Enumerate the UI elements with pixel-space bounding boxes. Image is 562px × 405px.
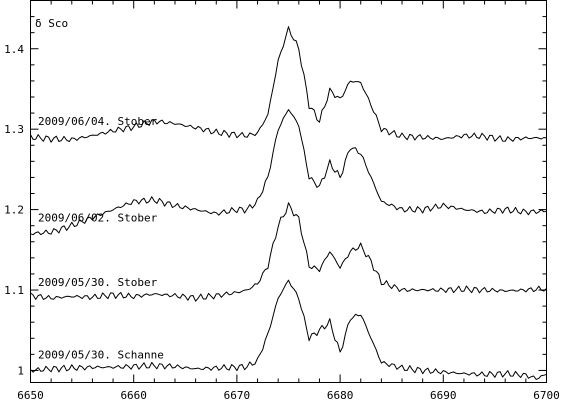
x-tick-label: 6690 [430, 389, 457, 402]
x-tick-label: 6650 [17, 389, 44, 402]
series-label: 2009/06/02. Stober [38, 212, 158, 225]
series-label: 2009/06/04. Stober [38, 115, 158, 128]
series-line [30, 279, 547, 380]
series-label: 2009/05/30. Schanne [38, 348, 164, 361]
y-tick-label: 1 [17, 364, 24, 377]
y-tick-label: 1.2 [4, 204, 24, 217]
x-tick-label: 6680 [327, 389, 354, 402]
axis-ticks: 6650 6660 6670 6680 6690 6700 1 1.1 1.2 1.3 1.4 [4, 0, 560, 402]
y-tick-label: 1.4 [4, 43, 24, 56]
x-tick-label: 6670 [224, 389, 251, 402]
chart-title: δ Sco [35, 17, 68, 30]
series-label: 2009/05/30. Stober [38, 276, 158, 289]
x-tick-label: 6660 [120, 389, 147, 402]
y-tick-label: 1.1 [4, 284, 24, 297]
plot-frame [30, 0, 547, 383]
series-labels: 2009/06/04. Stober 2009/06/02. Stober 2009… [38, 115, 164, 361]
series-line [30, 202, 547, 302]
x-tick-label: 6700 [533, 389, 560, 402]
series-lines [30, 26, 547, 380]
series-line [30, 26, 547, 143]
y-tick-label: 1.3 [4, 123, 24, 136]
series-line [30, 109, 547, 236]
